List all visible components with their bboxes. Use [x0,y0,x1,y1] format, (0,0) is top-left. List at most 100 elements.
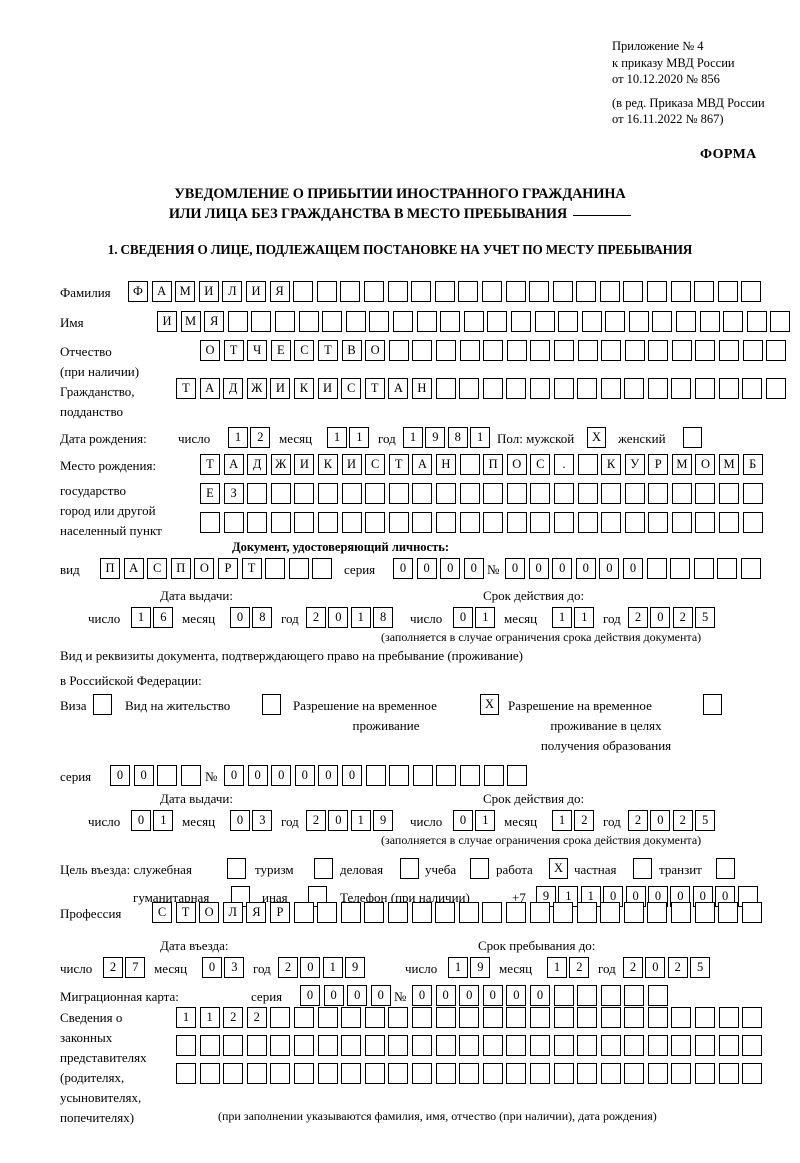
form-cell[interactable] [553,512,574,533]
form-cell[interactable] [693,558,714,579]
form-cell[interactable]: 2 [246,1007,267,1028]
form-cell[interactable] [646,558,667,579]
form-cell[interactable] [411,902,432,923]
form-cell[interactable] [251,311,272,332]
form-cell[interactable] [412,512,433,533]
form-cell[interactable]: 2 [569,957,590,978]
form-cell[interactable] [458,902,479,923]
form-cell[interactable]: 0 [328,810,349,831]
form-cell[interactable] [459,483,480,504]
form-cell[interactable]: 6 [153,607,174,628]
form-cell[interactable]: Д [223,378,244,399]
form-cell[interactable] [482,1007,503,1028]
form-cell[interactable]: Ж [270,454,291,475]
form-cell[interactable]: А [123,558,144,579]
form-cell[interactable]: 2 [672,810,693,831]
checkbox-purpose-private[interactable] [633,858,652,879]
form-cell[interactable] [671,340,692,361]
form-cell[interactable]: 1 [470,427,491,448]
form-cell[interactable] [200,512,220,533]
checkbox-purpose-tourism[interactable] [314,858,333,879]
form-cell[interactable]: О [506,454,527,475]
form-cell[interactable]: Р [217,558,238,579]
form-cell[interactable] [601,512,622,533]
form-cell[interactable] [530,483,551,504]
form-cell[interactable] [223,1035,244,1056]
form-cell[interactable] [624,340,645,361]
form-cell[interactable]: 8 [252,607,273,628]
form-cell[interactable]: Я [246,902,267,923]
checkbox-purpose-study[interactable] [470,858,489,879]
form-cell[interactable] [482,1063,503,1084]
form-cell[interactable] [723,311,744,332]
form-cell[interactable] [199,1063,220,1084]
form-cell[interactable]: 0 [133,765,154,786]
form-cell[interactable]: 1 [448,957,468,978]
form-cell[interactable]: . [553,454,574,475]
form-cell[interactable] [435,378,456,399]
form-cell[interactable] [274,311,295,332]
form-cell[interactable]: С [152,902,172,923]
form-cell[interactable]: К [293,378,314,399]
form-cell[interactable]: Т [317,340,338,361]
form-cell[interactable] [742,378,763,399]
form-cell[interactable]: 2 [306,607,326,628]
form-cell[interactable]: 0 [650,810,671,831]
checkbox-purpose-work[interactable]: X [549,858,568,879]
form-cell[interactable] [766,340,787,361]
form-cell[interactable]: Т [176,378,196,399]
form-cell[interactable] [459,765,480,786]
form-cell[interactable] [270,1035,291,1056]
form-cell[interactable]: 2 [628,810,648,831]
form-cell[interactable] [505,902,526,923]
form-cell[interactable] [718,1007,739,1028]
form-cell[interactable] [671,1007,692,1028]
legal-row3-boxes[interactable] [176,1063,763,1084]
form-cell[interactable] [436,765,457,786]
form-cell[interactable]: 0 [622,558,643,579]
form-cell[interactable] [648,340,669,361]
form-cell[interactable] [392,311,413,332]
form-cell[interactable] [671,483,692,504]
form-cell[interactable]: 0 [230,810,250,831]
form-cell[interactable]: Я [204,311,225,332]
form-cell[interactable] [694,902,715,923]
form-cell[interactable] [599,281,620,302]
form-cell[interactable]: 1 [349,427,370,448]
form-cell[interactable]: 1 [580,886,601,907]
form-cell[interactable] [482,902,503,923]
form-cell[interactable] [365,512,386,533]
form-cell[interactable] [388,512,409,533]
form-cell[interactable] [510,311,531,332]
form-cell[interactable] [341,1035,362,1056]
form-cell[interactable] [388,483,409,504]
form-cell[interactable] [624,1007,645,1028]
form-cell[interactable]: М [719,454,740,475]
form-cell[interactable] [459,378,480,399]
form-cell[interactable] [624,512,645,533]
form-cell[interactable]: С [365,454,386,475]
form-cell[interactable]: Т [241,558,262,579]
form-cell[interactable]: 0 [131,810,151,831]
form-cell[interactable] [576,281,597,302]
form-cell[interactable] [364,1007,385,1028]
form-cell[interactable] [176,1063,196,1084]
form-cell[interactable] [176,1035,196,1056]
form-cell[interactable]: О [200,340,220,361]
checkbox-temp-residence[interactable]: X [480,694,499,715]
form-cell[interactable]: В [341,340,362,361]
form-cell[interactable] [459,454,480,475]
form-cell[interactable] [558,311,579,332]
form-cell[interactable]: 1 [403,427,423,448]
form-cell[interactable]: 2 [103,957,123,978]
form-cell[interactable]: 9 [425,427,446,448]
form-cell[interactable] [506,1035,527,1056]
